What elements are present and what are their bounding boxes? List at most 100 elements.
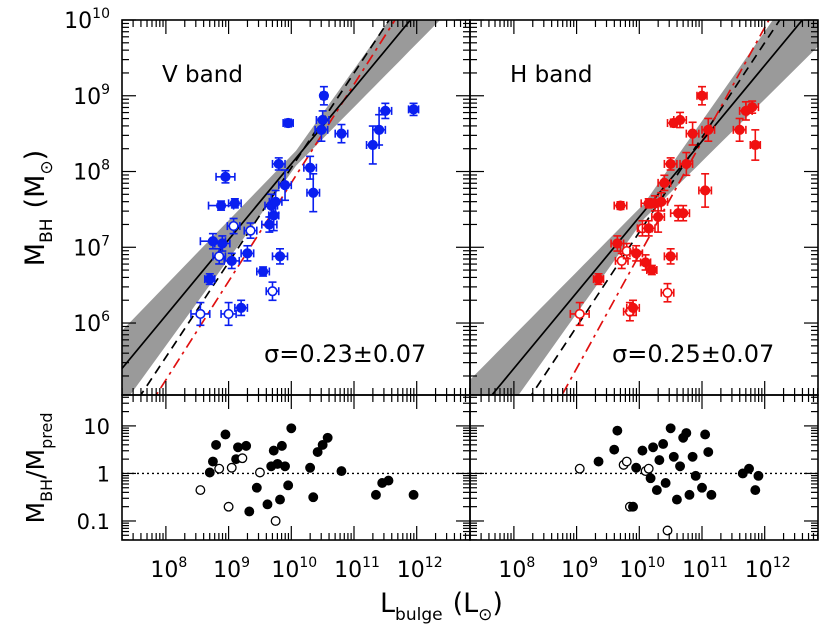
filled-marker [270, 196, 281, 207]
fit-band-h [470, 20, 818, 395]
open-marker [267, 286, 278, 297]
x-axis-title-close: ) [492, 588, 503, 619]
data-point [732, 117, 747, 143]
residual-open-marker [662, 525, 673, 536]
residual-filled-marker [665, 423, 676, 434]
filled-marker [242, 248, 253, 259]
x-tick-label: 1012 [397, 555, 443, 583]
residual-filled-marker [268, 445, 279, 456]
data-points-v [190, 85, 420, 327]
filled-marker [318, 90, 330, 101]
residual-filled-marker [233, 442, 243, 453]
residual-points-h [470, 423, 818, 536]
y-tick-label-top: 109 [73, 82, 110, 110]
data-point [318, 85, 330, 106]
residual-filled-marker [383, 475, 394, 486]
residual-filled-marker [675, 461, 686, 472]
x-tick-label: 108 [150, 555, 187, 583]
x-axis-title-main: L [380, 588, 395, 619]
frame-bottom-left [121, 394, 471, 541]
data-point [203, 272, 216, 286]
data-point [220, 301, 237, 327]
filled-marker [681, 158, 692, 170]
residual-filled-marker [283, 480, 294, 491]
residual-filled-marker [322, 432, 333, 443]
filled-marker [226, 255, 237, 267]
y-tick-label-top: 1010 [64, 6, 110, 34]
x-tick-labels: 108 109 1010 1011 1012 108 109 1010 1011 1012 [150, 555, 790, 583]
residual-filled-marker [697, 482, 707, 493]
axis-ticks [121, 19, 819, 541]
data-point [672, 111, 688, 129]
filled-marker [665, 158, 676, 170]
residual-filled-marker [370, 489, 381, 500]
residual-filled-marker [262, 499, 273, 510]
filled-marker [305, 162, 316, 173]
panel-label-v-band: V band [162, 62, 243, 88]
data-point [334, 123, 349, 144]
data-point [641, 219, 656, 237]
filled-marker [659, 177, 670, 188]
data-point [223, 252, 241, 270]
residual-filled-marker [660, 478, 671, 488]
residual-filled-marker [684, 489, 695, 500]
data-point [372, 113, 387, 146]
residual-points-v [122, 423, 470, 526]
filled-marker [646, 264, 657, 276]
filled-marker [612, 238, 623, 249]
filled-marker [734, 124, 745, 135]
residual-open-marker [254, 467, 265, 478]
y-tick-label-top: 107 [73, 233, 110, 261]
y-axis-title-top-unit-sub: ⊙ [37, 160, 57, 174]
y-tick-label-bottom: 0.1 [77, 510, 110, 534]
y-axis-title-bottom-den: M [21, 449, 50, 471]
open-marker [214, 251, 225, 262]
filled-marker [615, 200, 626, 211]
filled-marker [593, 273, 604, 285]
best-fit-line [122, 20, 412, 370]
frame-bottom-right [469, 394, 819, 541]
panel-h-band-top [470, 20, 818, 395]
filled-marker [640, 257, 651, 268]
data-point [663, 247, 678, 265]
filled-marker [747, 102, 758, 113]
data-point [407, 102, 420, 117]
residual-filled-marker [286, 423, 297, 434]
x-axis-title-sub: bulge [395, 605, 443, 625]
x-tick-label: 1011 [334, 555, 380, 583]
sigma-label-h-band: σ=0.25±0.07 [612, 340, 774, 368]
residual-filled-marker [305, 462, 316, 473]
data-point [614, 252, 629, 270]
filled-marker [696, 90, 708, 101]
residual-filled-marker [612, 425, 623, 436]
confidence-band [122, 20, 441, 395]
y-axis-title-bottom-den-sub: pred [37, 413, 56, 449]
data-point [696, 85, 708, 106]
residual-filled-marker [275, 494, 285, 505]
data-point [190, 301, 211, 327]
residual-filled-marker [703, 447, 714, 457]
filled-marker [380, 105, 391, 117]
confidence-band [470, 20, 818, 395]
residual-open-marker [223, 501, 234, 512]
filled-marker [665, 251, 676, 262]
data-point [243, 222, 258, 239]
data-point [234, 299, 249, 317]
residual-open-marker [270, 516, 281, 526]
x-tick-label: 109 [561, 555, 598, 583]
data-point [749, 129, 762, 161]
y-axis-title-bottom-num: M [21, 502, 50, 524]
data-point [214, 235, 231, 252]
residual-filled-marker [668, 451, 679, 462]
residual-open-marker [214, 463, 225, 474]
residual-filled-marker [204, 467, 215, 478]
y-axis-title-bottom-sep: / [21, 470, 50, 479]
data-point [625, 299, 641, 317]
y-axis-title-top-close: ) [20, 150, 51, 161]
data-point [660, 282, 675, 303]
residual-filled-marker [211, 439, 222, 450]
y-axis-title-top-main: M [20, 243, 51, 266]
residual-filled-marker [671, 494, 682, 505]
y-axis-title-top-group: MBH (M⊙) [20, 150, 57, 266]
